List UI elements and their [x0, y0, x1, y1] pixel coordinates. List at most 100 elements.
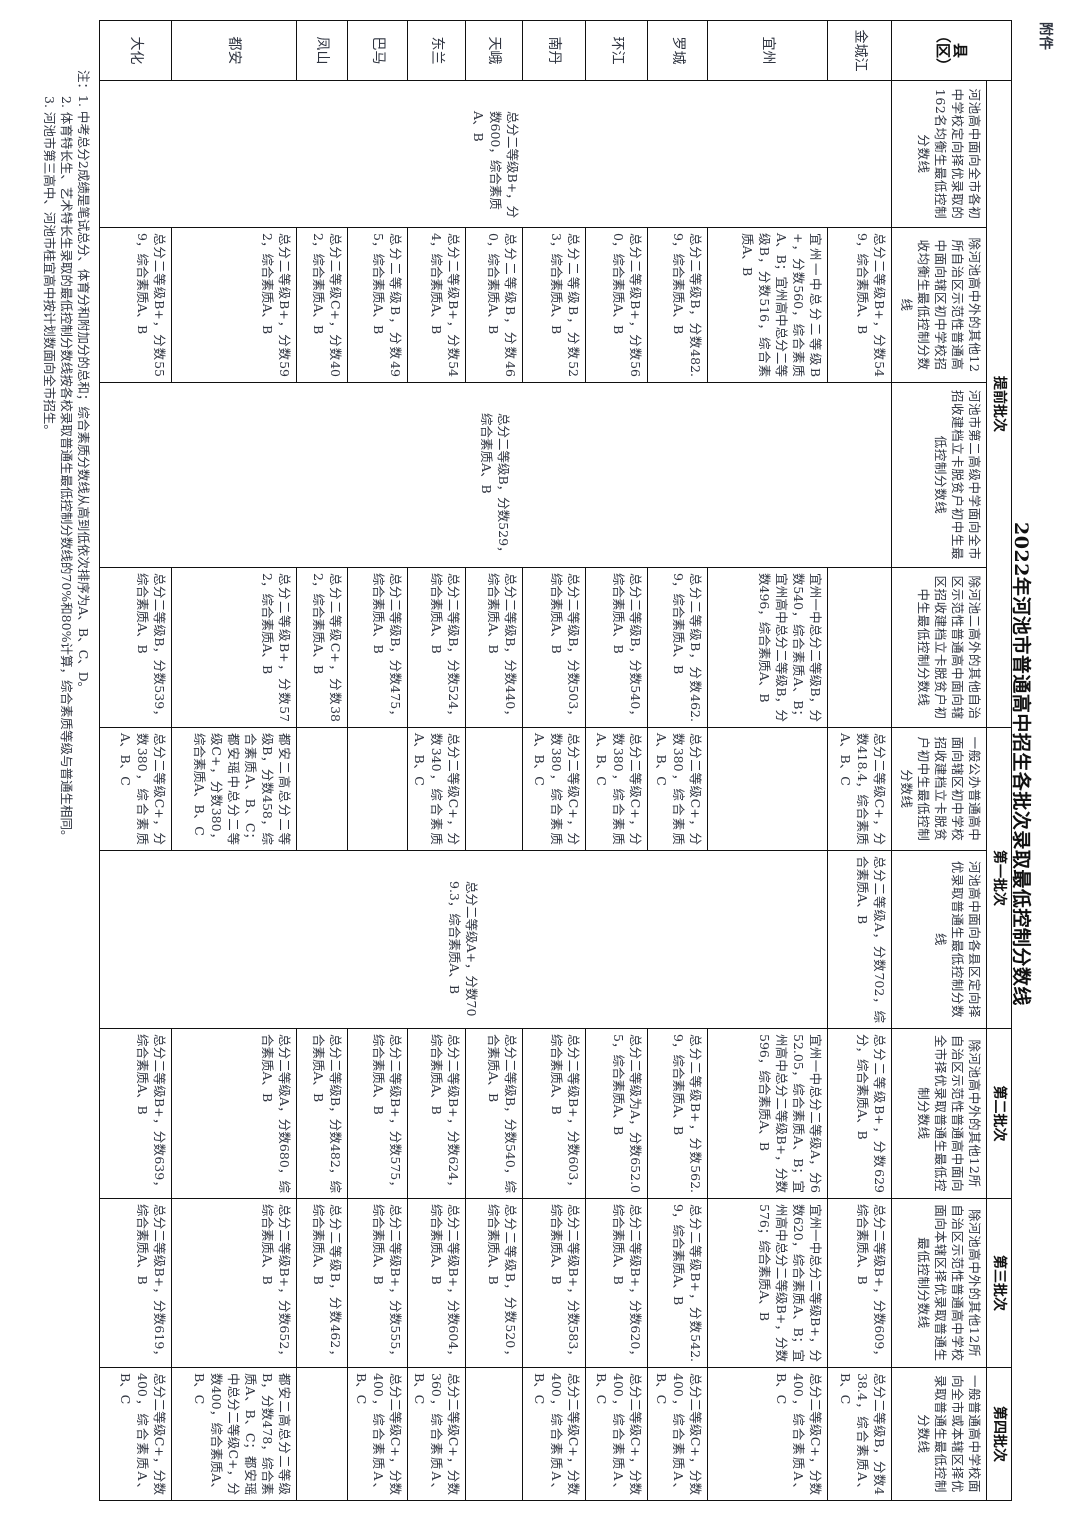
batch-header-third: 第三批次	[986, 1198, 1012, 1368]
score-cell: 总分二等级C+，分数418.4，综合素质A、B、C	[827, 727, 892, 851]
batch-header-first: 第一批次	[986, 727, 1012, 1029]
score-cell: 都安二高总分二等级B，分数458，综合素质A、B、C；都安瑶中总分二等级C+，分…	[171, 727, 297, 851]
column-header: 除河池高中外的其他12所自治区示范性普通高中面向辖区初中学校招收均衡生最低控制分…	[891, 227, 987, 383]
column-header: 除河池高中外的其他12所自治区示范性普通高中面向全市择优录取普通生最低控制分数线	[891, 1028, 987, 1199]
score-cell: 总分二等级为A，分数652.05，综合素质A、B	[585, 1028, 648, 1199]
score-cell: 总分二等级C+，分数402，综合素质A、B	[296, 227, 348, 383]
score-cell: 总分二等级C+，分数400，综合素质A、B、C	[585, 1367, 648, 1501]
county-cell: 罗城	[647, 20, 708, 81]
batch-header-early: 提前批次	[986, 80, 1012, 728]
score-cell: 总分二等级B，分数482，综合素质A、B	[296, 1028, 348, 1199]
score-cell: 总分二等级B+，分数592，综合素质A、B	[171, 227, 297, 383]
score-cell: 总分二等级B，分数540，综合素质A、B	[585, 567, 648, 728]
table-row: 东兰总分二等级B+，分数544，综合素质A、B 总分二等级B，分数524，综合素质…	[407, 20, 466, 1501]
score-cell: 总分二等级B+，分数549，综合素质A、B	[827, 227, 892, 383]
score-cell: 总分二等级B，分数462.9，综合素质A、B	[647, 567, 708, 728]
county-cell: 凤山	[296, 20, 348, 81]
table-row: 大化总分二等级B+，分数559，综合素质A、B 总分二等级B，分数539，综合素质…	[99, 20, 172, 1501]
score-cell: 总分二等级C+，分数380，综合素质A、B、C	[522, 727, 586, 851]
score-cell: 总分二等级B+，分数619，综合素质A、B	[99, 1198, 172, 1368]
score-cell	[347, 727, 408, 851]
score-cell: 总分二等级B+，分数609，综合素质A、B	[827, 1198, 892, 1368]
score-cell: 总分二等级B，分数440，综合素质A、B	[465, 567, 523, 728]
county-header: 县（区）	[891, 20, 1012, 81]
county-cell: 都安	[171, 20, 297, 81]
table-row: 宜州宜州一中总分二等级B+，分数560，综合素质A、B；宜州高中总分二等级B，分…	[99, 20, 828, 1501]
score-cell	[296, 727, 348, 851]
score-cell: 宜州一中总分二等级B+，分数620，综合素质A、B；宜州高中总分二等级B+，分数…	[707, 1198, 828, 1368]
table-row: 金城江 总分二等级B+，分数600，综合素质A、B 总分二等级B+，分数549，综合…	[99, 20, 892, 1501]
score-cell: 宜州一中总分二等级B+，分数560，综合素质A、B；宜州高中总分二等级B，分数5…	[707, 227, 828, 383]
column-header: 一般公办普通高中面向辖区初中学校招收建档立卡脱贫户初中生最低控制分数线	[891, 727, 987, 851]
table-row: 罗城总分二等级B，分数482.9，综合素质A、B 总分二等级B，分数462.9，综…	[647, 20, 708, 1501]
score-cell: 总分二等级B，分数523，综合素质A、B	[522, 227, 586, 383]
score-cell: 总分二等级B，分数520，综合素质A、B	[465, 1198, 523, 1368]
score-cell: 总分二等级B+，分数639，综合素质A、B	[99, 1028, 172, 1199]
note-1: 注：1. 中考总分2成绩是笔试总分、体育分和附加分的总和；综合素质分数线从高到低…	[76, 70, 91, 695]
score-cell	[465, 1367, 523, 1501]
table-row: 南丹 总分二等级B，分数523，综合素质A、B 总分二等级B，分数503，综合素质A…	[522, 20, 586, 1501]
score-cell: 总分二等级B+，分数544，综合素质A、B	[407, 227, 466, 383]
attachment-label: 附件	[1037, 22, 1053, 50]
batch-header-second: 第二批次	[986, 1028, 1012, 1199]
score-cell	[707, 727, 828, 851]
county-cell: 东兰	[407, 20, 466, 81]
score-cell: 总分二等级B+，分数624，综合素质A、B	[407, 1028, 466, 1199]
score-cell: 总分二等级A，分数702，综合素质A、B	[827, 850, 892, 1029]
county-cell: 巴马	[347, 20, 408, 81]
score-cell: 总分二等级C+，分数380，综合素质A、B、C	[99, 727, 172, 851]
score-cell: 总分二等级B+，分数620，综合素质A、B	[585, 1198, 648, 1368]
score-cell: 总分二等级B+，分数603，综合素质A、B	[522, 1028, 586, 1199]
notes: 注：1. 中考总分2成绩是笔试总分、体育分和附加分的总和；综合素质分数线从高到低…	[41, 70, 92, 842]
score-cell: 总分二等级B+，分数600，综合素质A、B	[99, 80, 892, 228]
score-cell: 总分二等级B，分数462，综合素质A、B	[296, 1198, 348, 1368]
county-cell: 金城江	[827, 20, 892, 81]
score-cell: 总分二等级B，分数524，综合素质A、B	[407, 567, 466, 728]
score-cell	[296, 1367, 348, 1501]
county-cell: 宜州	[707, 20, 828, 81]
score-cell: 总分二等级B+，分数559，综合素质A、B	[99, 227, 172, 383]
score-cell: 总分二等级B+，分数575，综合素质A、B	[347, 1028, 408, 1199]
column-header: 河池高中面向各县区定向择优录取普通生最低控制分数线	[891, 850, 987, 1029]
score-cell: 总分二等级B，分数460，综合素质A、B	[465, 227, 523, 383]
score-cell: 总分二等级C+，分数382，综合素质A、B	[296, 567, 348, 728]
score-cell: 总分二等级A，分数680，综合素质A、B	[171, 1028, 297, 1199]
score-cell: 宜州一中总分二等级B，分数540，综合素质A、B；宜州高中总分二等级B，分数49…	[707, 567, 828, 728]
score-cell: 总分二等级B，分数475，综合素质A、B	[347, 567, 408, 728]
score-cell: 总分二等级C+，分数400，综合素质A、B、C	[99, 1367, 172, 1501]
score-cell: 总分二等级C+，分数360，综合素质A、B、C	[407, 1367, 466, 1501]
score-cell: 总分二等级B，分数438.4，综合素质A、B、C	[827, 1367, 892, 1501]
column-header: 河池高中面向全市各初中学校定向择优录取的162名均衡生最低控制分数线	[891, 80, 987, 228]
note-3: 3. 河池市第三高中、河池市桂宜高中按计划数面向全市招生。	[42, 96, 57, 437]
score-cell: 总分二等级C+，分数400，综合素质A、B、C	[522, 1367, 586, 1501]
score-cell: 总分二等级B+，分数629分，综合素质A、B	[827, 1028, 892, 1199]
county-cell: 环江	[585, 20, 648, 81]
score-cell: 总分二等级B+，分数652，综合素质A、B	[171, 1198, 297, 1368]
score-cell: 总分二等级B，分数540，综合素质A、B	[465, 1028, 523, 1199]
score-cell: 总分二等级B+，分数562.9，综合素质A、B	[647, 1028, 708, 1199]
score-cell: 总分二等级B+，分数542.9，综合素质A、B	[647, 1198, 708, 1368]
column-header: 一般普通高中学校面向全市或本辖区择优录取普通生最低控制分数线	[891, 1367, 987, 1501]
note-2: 2. 体育特长生、艺术特长生录取的最低控制分数线按各校录取普通生最低控制分数线的…	[59, 96, 74, 843]
score-cell: 总分二等级B+，分数572，综合素质A、B	[171, 567, 297, 728]
score-cell: 总分二等级C+，分数400，综合素质A、B、C	[347, 1367, 408, 1501]
score-cell: 总分二等级C+，分数400，综合素质A、B、C	[647, 1367, 708, 1501]
table-row: 天峨总分二等级B，分数460，综合素质A、B 总分二等级B，分数440，综合素质A…	[465, 20, 523, 1501]
score-table: 县（区） 提前批次 第一批次 第二批次 第三批次 第四批次 河池高中面向全市各初…	[99, 20, 1012, 1501]
score-cell: 总分二等级B，分数482.9，综合素质A、B	[647, 227, 708, 383]
score-cell: 总分二等级B，分数539，综合素质A、B	[99, 567, 172, 728]
score-cell	[827, 567, 892, 728]
score-cell: 总分二等级A+，分数709.3，综合素质A、B	[99, 850, 828, 1029]
table-row: 凤山总分二等级C+，分数402，综合素质A、B 总分二等级C+，分数382，综合素…	[296, 20, 348, 1501]
score-cell	[465, 727, 523, 851]
county-cell: 大化	[99, 20, 172, 81]
county-cell: 天峨	[465, 20, 523, 81]
column-header: 除河池二高外的其他自治区示范性普通高中面向辖区招收建档立卡脱贫户初中生最低控制分…	[891, 567, 987, 728]
score-cell: 总分二等级C+，分数380，综合素质A、B、C	[585, 727, 648, 851]
table-row: 巴马 总分二等级B，分数495，综合素质A、B 总分二等级B，分数475，综合素质A…	[347, 20, 408, 1501]
batch-header-fourth: 第四批次	[986, 1367, 1012, 1501]
county-cell: 南丹	[522, 20, 586, 81]
column-header: 河池市第二高级中学面向全市招收建档立卡脱贫户初中生最低控制分数线	[891, 382, 987, 568]
score-cell: 总分二等级B+，分数583，综合素质A、B	[522, 1198, 586, 1368]
